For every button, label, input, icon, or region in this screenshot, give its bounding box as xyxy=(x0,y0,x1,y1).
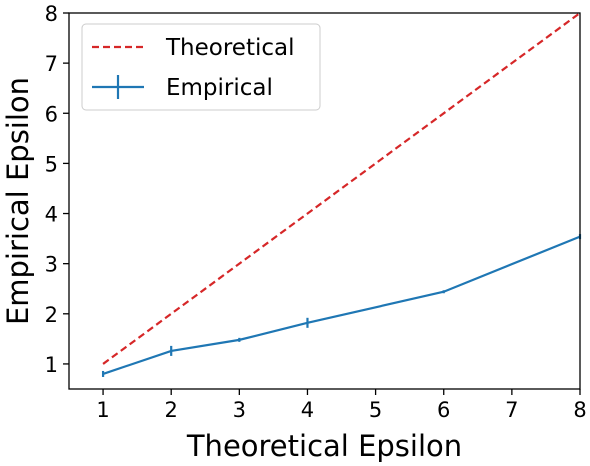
x-tick-label: 6 xyxy=(437,398,450,422)
axes: 1 2 3 4 5 6 7 8 1 2 3 4 5 6 7 8 xyxy=(45,2,587,422)
y-tick-label: 5 xyxy=(45,152,58,176)
legend-label: Empirical xyxy=(166,75,273,101)
y-tick-label: 4 xyxy=(45,203,58,227)
legend-box xyxy=(81,23,321,111)
legend: Theoretical Empirical xyxy=(81,23,321,111)
x-axis-title: Theoretical Epsilon xyxy=(186,429,462,463)
y-tick-label: 2 xyxy=(45,303,58,327)
x-tick-label: 2 xyxy=(165,398,178,422)
axes-frame xyxy=(68,12,581,390)
y-tick-label: 6 xyxy=(45,102,58,126)
legend-item-theoretical: Theoretical xyxy=(92,35,295,61)
y-tick-label: 7 xyxy=(45,52,58,76)
x-tick-label: 5 xyxy=(369,398,382,422)
x-tick-label: 3 xyxy=(233,398,246,422)
x-tick-label: 1 xyxy=(96,398,109,422)
x-tick-label: 4 xyxy=(301,398,314,422)
legend-item-empirical: Empirical xyxy=(92,75,273,101)
x-tick-label: 8 xyxy=(573,398,586,422)
legend-label: Theoretical xyxy=(165,35,295,61)
y-tick-label: 3 xyxy=(45,253,58,277)
y-tick-label: 8 xyxy=(45,2,58,26)
y-tick-label: 1 xyxy=(45,353,58,377)
series-line-empirical xyxy=(102,235,581,376)
x-tick-label: 7 xyxy=(505,398,518,422)
y-axis-title: Empirical Epsilon xyxy=(1,77,35,325)
